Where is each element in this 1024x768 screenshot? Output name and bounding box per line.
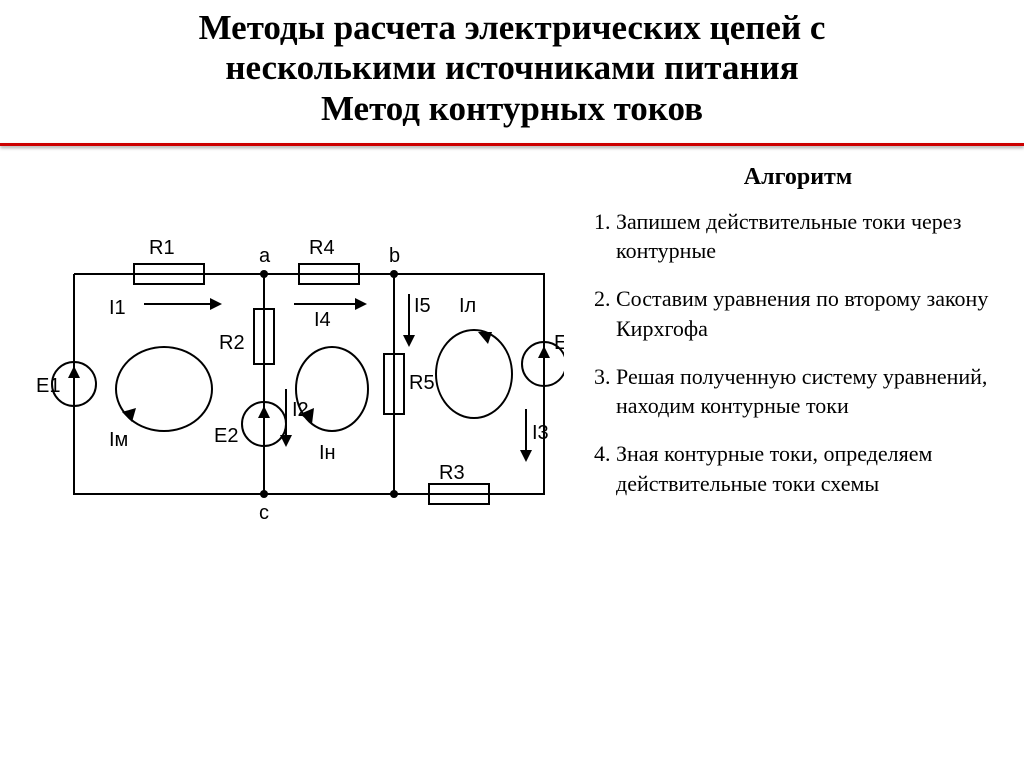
algo-step-1: Запишем действительные токи через контур… (616, 207, 1010, 266)
algo-step-2: Составим уравнения по второму закону Кир… (616, 284, 1010, 343)
label-R4: R4 (309, 237, 335, 259)
algo-step-3: Решая полученную систему уравнений, нахо… (616, 362, 1010, 421)
title-line-2: несколькими источниками питания (20, 48, 1004, 88)
algo-step-4: Зная контурные токи, определяем действит… (616, 439, 1010, 498)
label-E3: E3 (554, 332, 564, 354)
circuit-svg: R1 a R4 b R2 E2 c R5 (14, 184, 564, 544)
title-line-1: Методы расчета электрических цепей с (20, 8, 1004, 48)
algorithm-panel: Алгоритм Запишем действительные токи чер… (564, 164, 1010, 544)
label-Il: Iл (459, 295, 476, 317)
node-a-label: a (259, 245, 271, 267)
node-c-label: c (259, 502, 269, 524)
algorithm-list: Запишем действительные токи через контур… (586, 207, 1010, 499)
content-row: R1 a R4 b R2 E2 c R5 (0, 146, 1024, 554)
label-I5: I5 (414, 295, 431, 317)
label-Im: Iм (109, 429, 128, 451)
label-E1: E1 (36, 375, 60, 397)
label-I3: I3 (532, 422, 549, 444)
label-R3: R3 (439, 462, 465, 484)
label-E2: E2 (214, 425, 238, 447)
label-In: Iн (319, 442, 336, 464)
label-I1: I1 (109, 297, 126, 319)
label-R1: R1 (149, 237, 175, 259)
circuit-panel: R1 a R4 b R2 E2 c R5 (14, 164, 564, 544)
title-line-3: Метод контурных токов (20, 89, 1004, 129)
node-b-label: b (389, 245, 400, 267)
label-R2: R2 (219, 332, 245, 354)
algorithm-title: Алгоритм (586, 164, 1010, 191)
title-block: Методы расчета электрических цепей с нес… (0, 0, 1024, 139)
label-R5: R5 (409, 372, 435, 394)
label-I4: I4 (314, 309, 331, 331)
